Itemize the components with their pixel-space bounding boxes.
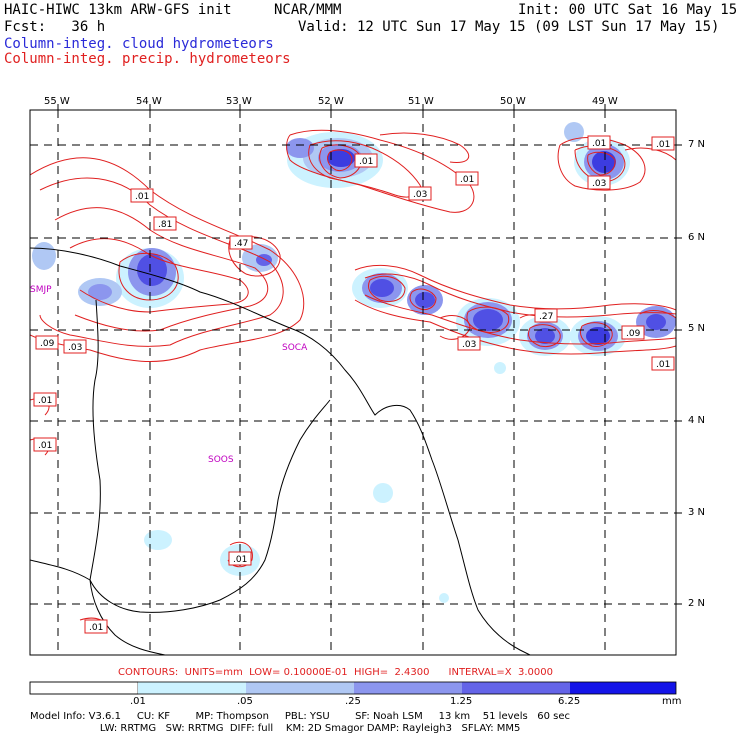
place-label-smjp: SMJP <box>30 285 52 295</box>
model-info-line2: LW: RRTMG SW: RRTMG DIFF: full KM: 2D Sm… <box>30 723 521 734</box>
coastline-borders <box>30 247 531 655</box>
contours-info: CONTOURS: UNITS=mm LOW= 0.10000E-01 HIGH… <box>118 667 553 678</box>
field-cloud-label: Column-integ. cloud hydrometeors <box>4 36 274 52</box>
contour-label: .09 <box>40 339 55 349</box>
contour-label: .03 <box>68 343 82 353</box>
lat-label-7n: 7 N <box>688 139 706 150</box>
contour-label: .03 <box>462 340 476 350</box>
lon-label-53w: 53 W <box>226 96 252 107</box>
cloud-shading <box>32 122 676 603</box>
lat-label-3n: 3 N <box>688 507 706 518</box>
contour-label: .01 <box>656 360 670 370</box>
field-precip-label: Column-integ. precip. hydrometeors <box>4 51 291 67</box>
lat-label-5n: 5 N <box>688 323 706 334</box>
lon-label-50w: 50 W <box>500 96 526 107</box>
lon-label-54w: 54 W <box>136 96 162 107</box>
contour-label: .01 <box>460 175 474 185</box>
legend-unit: mm <box>662 696 682 707</box>
contour-label: .03 <box>413 190 427 200</box>
lat-label-4n: 4 N <box>688 415 706 426</box>
legend-tick-01: .01 <box>130 696 146 707</box>
contour-label: .01 <box>233 555 247 565</box>
lon-label-52w: 52 W <box>318 96 344 107</box>
legend-tick-25: .25 <box>345 696 361 707</box>
lat-lon-grid <box>30 110 676 655</box>
legend-tick-05: .05 <box>237 696 253 707</box>
valid-time: Valid: 12 UTC Sun 17 May 15 (09 LST Sun … <box>298 19 720 35</box>
lat-label-2n: 2 N <box>688 598 706 609</box>
contour-value-labels: .01 .03 .01 .01 .03 .01 .01 .03 .81 .47 … <box>33 135 675 634</box>
legend-tick-125: 1.25 <box>450 696 473 707</box>
model-title: HAIC-HIWC 13km ARW-GFS init <box>4 2 232 18</box>
contour-label: .09 <box>626 329 641 339</box>
lon-label-49w: 49 W <box>592 96 618 107</box>
contour-label: .01 <box>656 140 670 150</box>
legend-tick-625: 6.25 <box>558 696 581 707</box>
lat-label-6n: 6 N <box>688 232 706 243</box>
color-legend <box>29 681 677 695</box>
contour-label: .81 <box>158 220 172 230</box>
center-label: NCAR/MMM <box>274 2 342 18</box>
contour-label: .01 <box>38 396 52 406</box>
forecast-hour: Fcst: 36 h <box>4 19 106 35</box>
lon-label-51w: 51 W <box>408 96 434 107</box>
contour-label: .01 <box>38 441 52 451</box>
contour-label: .47 <box>234 239 248 249</box>
contour-label: .01 <box>592 139 606 149</box>
lon-label-55w: 55 W <box>44 96 70 107</box>
precip-contours <box>30 129 676 633</box>
contour-label: .01 <box>89 623 103 633</box>
place-label-soca: SOCA <box>282 343 308 353</box>
contour-label: .01 <box>359 157 373 167</box>
contour-label: .27 <box>539 312 553 322</box>
contour-label: .03 <box>592 179 606 189</box>
model-info-line1: Model Info: V3.6.1 CU: KF MP: Thompson P… <box>30 711 570 722</box>
place-label-soos: SOOS <box>208 455 234 465</box>
init-time: Init: 00 UTC Sat 16 May 15 <box>518 2 738 18</box>
contour-label: .01 <box>135 192 149 202</box>
